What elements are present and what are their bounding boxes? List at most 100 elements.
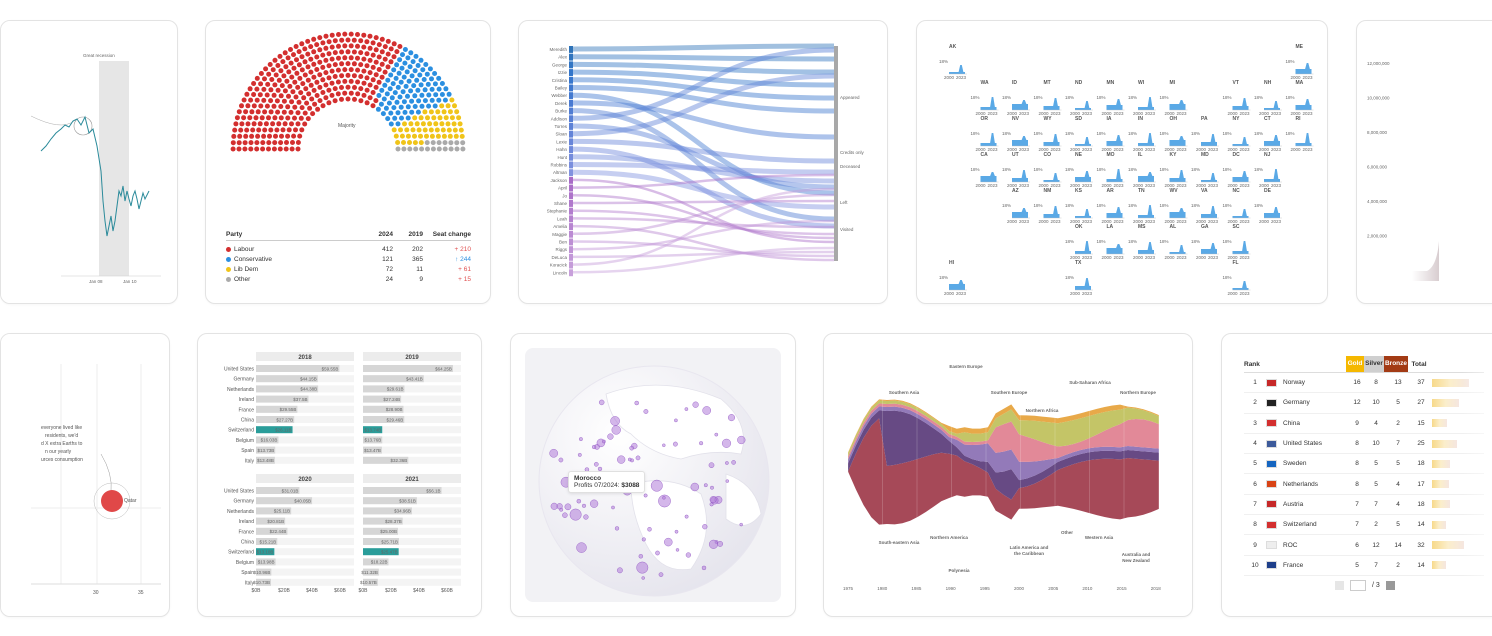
profit-bubble[interactable] xyxy=(703,483,708,488)
card-parliament-chart[interactable]: Majority Party 2024 2019 Seat change Lab… xyxy=(205,20,491,304)
bar[interactable] xyxy=(363,517,403,525)
source-node[interactable] xyxy=(569,76,573,84)
profit-bubble[interactable] xyxy=(594,461,599,467)
state-ia[interactable]: IA 18% 2000 2023 xyxy=(1097,116,1125,152)
profit-bubble[interactable] xyxy=(674,418,678,423)
medal-row[interactable]: 7 Austria 7 7 4 18 xyxy=(1244,495,1484,516)
profit-bubble[interactable] xyxy=(558,457,564,463)
profit-bubble[interactable] xyxy=(559,507,564,512)
state-ar[interactable]: AR 18% 2000 2023 xyxy=(1097,188,1125,224)
target-node[interactable] xyxy=(834,46,838,159)
card-recession-line-chart[interactable]: Great recession Jan 08 Jan 10 xyxy=(0,20,178,304)
profit-bubble[interactable] xyxy=(636,561,649,574)
profit-bubble[interactable] xyxy=(701,565,707,571)
profit-bubble[interactable] xyxy=(602,439,606,444)
card-globe-chart[interactable]: Morocco Profits 07/2024: $3088 xyxy=(510,333,796,617)
state-nd[interactable]: ND 18% 2000 2023 xyxy=(1065,80,1093,116)
source-node[interactable] xyxy=(569,261,573,269)
profit-bubble[interactable] xyxy=(675,548,680,552)
bar[interactable] xyxy=(256,395,309,403)
state-ga[interactable]: GA 18% 2000 2023 xyxy=(1191,224,1219,260)
profit-bubble[interactable] xyxy=(690,482,700,492)
source-node[interactable] xyxy=(569,153,573,161)
profit-bubble[interactable] xyxy=(614,526,620,531)
target-node[interactable] xyxy=(834,149,838,157)
bar[interactable] xyxy=(256,578,272,586)
profit-bubble[interactable] xyxy=(643,409,649,414)
bar[interactable] xyxy=(363,375,424,383)
profit-bubble[interactable] xyxy=(607,433,614,440)
profit-bubble[interactable] xyxy=(658,572,664,577)
bar[interactable] xyxy=(363,497,417,505)
profit-bubble[interactable] xyxy=(634,400,639,406)
profit-bubble[interactable] xyxy=(610,416,620,426)
bar[interactable] xyxy=(363,578,378,586)
profit-bubble[interactable] xyxy=(597,466,603,471)
profit-bubble[interactable] xyxy=(628,457,632,462)
bar[interactable] xyxy=(256,507,292,515)
source-node[interactable] xyxy=(569,130,573,138)
profit-bubble[interactable] xyxy=(635,455,641,461)
source-node[interactable] xyxy=(569,146,573,153)
source-node[interactable] xyxy=(569,223,573,230)
bar[interactable] xyxy=(363,416,405,423)
source-node[interactable] xyxy=(569,176,573,184)
state-oh[interactable]: OH 18% 2000 2023 xyxy=(1160,116,1188,152)
state-nj[interactable]: NJ 18% 2000 2023 xyxy=(1254,152,1282,188)
profit-bubble[interactable] xyxy=(611,425,621,435)
state-az[interactable]: AZ 18% 2000 2023 xyxy=(1002,188,1030,224)
target-node[interactable] xyxy=(834,231,838,261)
bar[interactable] xyxy=(256,548,275,556)
bar[interactable] xyxy=(363,527,398,535)
state-tn[interactable]: TN 18% 2000 2023 xyxy=(1128,188,1156,224)
profit-bubble[interactable] xyxy=(739,522,743,527)
profit-bubble[interactable] xyxy=(617,455,626,464)
source-node[interactable] xyxy=(569,238,573,246)
target-node[interactable] xyxy=(834,173,838,231)
stream-layer[interactable] xyxy=(848,399,1159,454)
profit-bubble[interactable] xyxy=(708,462,715,468)
profit-bubble[interactable] xyxy=(714,432,719,437)
stream-layer[interactable] xyxy=(848,418,1159,525)
profit-bubble[interactable] xyxy=(638,554,644,559)
bar[interactable] xyxy=(256,558,276,566)
profit-bubble[interactable] xyxy=(737,435,746,445)
state-mi[interactable]: MI 18% 2000 2023 xyxy=(1160,80,1188,116)
profit-bubble[interactable] xyxy=(674,529,679,534)
bar[interactable] xyxy=(256,365,340,372)
profit-bubble[interactable] xyxy=(684,514,689,519)
profit-bubble[interactable] xyxy=(549,449,559,458)
medal-row[interactable]: 2 Germany 12 10 5 27 xyxy=(1244,393,1484,414)
bar[interactable] xyxy=(256,538,278,545)
state-fl[interactable]: FL 18% 2000 2023 xyxy=(1223,260,1251,296)
source-node[interactable] xyxy=(569,207,573,215)
state-mn[interactable]: MN 18% 2000 2023 xyxy=(1097,80,1125,116)
state-la[interactable]: LA 18% 2000 2023 xyxy=(1097,224,1125,260)
state-mo[interactable]: MO 18% 2000 2023 xyxy=(1097,152,1125,188)
state-ky[interactable]: KY 18% 2000 2023 xyxy=(1160,152,1188,188)
profit-bubble[interactable] xyxy=(598,399,605,406)
state-ny[interactable]: NY 18% 2000 2023 xyxy=(1223,116,1251,152)
state-ak[interactable]: AK 18% 2000 2023 xyxy=(939,44,967,80)
bar[interactable] xyxy=(256,375,318,383)
profit-bubble[interactable] xyxy=(725,461,729,465)
bar[interactable] xyxy=(363,568,379,576)
state-va[interactable]: VA 18% 2000 2023 xyxy=(1191,188,1219,224)
source-node[interactable] xyxy=(569,161,573,169)
source-node[interactable] xyxy=(569,92,573,100)
profit-bubble[interactable] xyxy=(581,503,586,508)
medal-row[interactable]: 6 Netherlands 8 5 4 17 xyxy=(1244,474,1484,495)
profit-bubble[interactable] xyxy=(650,479,663,492)
profit-bubble[interactable] xyxy=(709,496,717,504)
card-sankey-chart[interactable]: Meredith Alex George Izzie Cristina Bailey Web… xyxy=(518,20,888,304)
bar[interactable] xyxy=(363,385,405,393)
profit-bubble[interactable] xyxy=(641,576,645,580)
medal-row[interactable]: 1 Norway 16 8 13 37 xyxy=(1244,373,1484,394)
profit-bubble[interactable] xyxy=(562,512,568,518)
profit-bubble[interactable] xyxy=(617,567,623,574)
state-nm[interactable]: NM 18% 2000 2023 xyxy=(1034,188,1062,224)
bar[interactable] xyxy=(363,548,399,556)
profit-bubble[interactable] xyxy=(664,537,673,547)
card-medal-table[interactable]: Rank Gold Silver Bronze Total 1 Norway 1… xyxy=(1221,333,1492,617)
source-node[interactable] xyxy=(569,200,573,207)
